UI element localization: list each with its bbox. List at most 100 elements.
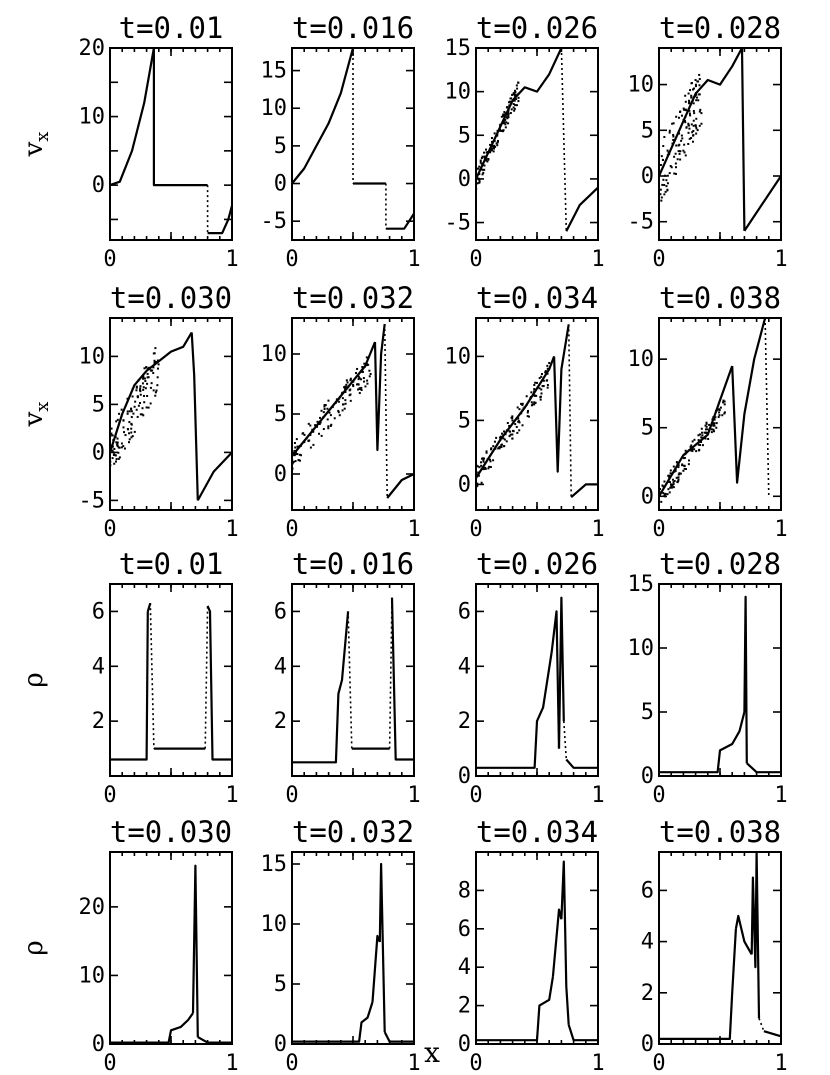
data-point: [692, 124, 695, 127]
data-point: [691, 450, 694, 453]
data-point: [704, 428, 707, 431]
panel-title: t=0.034: [476, 815, 598, 849]
panel-9: t=0.01 0 1 2 4 6 ρ: [19, 547, 239, 808]
data-point: [673, 155, 676, 158]
y-tick-label: 5: [274, 972, 287, 997]
data-point: [502, 129, 505, 132]
data-point: [144, 387, 147, 390]
data-point: [717, 408, 720, 411]
data-point: [360, 378, 363, 381]
data-point: [535, 394, 538, 397]
data-point: [531, 403, 534, 406]
series-line: [110, 1012, 194, 1044]
data-point: [312, 430, 315, 433]
data-point: [692, 140, 695, 143]
y-tick-label: 2: [641, 981, 654, 1006]
data-point: [135, 389, 138, 392]
data-point: [687, 131, 690, 134]
data-point: [513, 89, 516, 92]
data-point: [534, 402, 537, 405]
y-tick-label: 2: [274, 709, 287, 734]
data-point: [517, 100, 520, 103]
data-point: [707, 437, 710, 440]
data-point: [326, 418, 329, 421]
series-line: [567, 1024, 598, 1042]
data-point: [528, 415, 531, 418]
plot-frame: [658, 583, 782, 777]
y-tick-label: 4: [274, 654, 287, 679]
data-point: [671, 483, 674, 486]
data-point: [684, 449, 687, 452]
data-point: [542, 379, 545, 382]
series-line: [383, 323, 388, 499]
plot-frame: [475, 583, 599, 777]
y-tick-label: 6: [458, 599, 471, 624]
data-point: [295, 453, 298, 456]
x-tick-label: 0: [652, 517, 665, 542]
data-point: [146, 382, 149, 385]
data-point: [344, 385, 347, 388]
data-point: [116, 437, 119, 440]
y-axis-label: vx: [19, 132, 53, 158]
data-point: [117, 446, 120, 449]
data-point: [482, 171, 485, 174]
data-point: [117, 451, 120, 454]
data-point: [483, 164, 486, 167]
data-point: [534, 381, 537, 384]
x-tick-label: 1: [774, 783, 787, 808]
data-point: [669, 472, 672, 475]
data-point: [681, 463, 684, 466]
data-point: [124, 434, 127, 437]
data-point: [662, 492, 665, 495]
data-point: [368, 369, 371, 372]
data-point: [128, 432, 131, 435]
data-point: [516, 431, 519, 434]
plot-frame: [291, 851, 415, 1045]
data-point: [515, 425, 518, 428]
data-point: [705, 421, 708, 424]
x-tick-label: 0: [469, 783, 482, 808]
data-point: [318, 422, 321, 425]
data-point: [675, 461, 678, 464]
data-point: [294, 460, 297, 463]
y-tick-label: 15: [445, 36, 472, 61]
series-line: [551, 908, 563, 977]
data-point: [511, 419, 514, 422]
data-point: [138, 402, 141, 405]
data-point: [488, 465, 491, 468]
data-point: [309, 446, 312, 449]
data-point: [507, 116, 510, 119]
y-tick-label: -5: [261, 209, 288, 234]
data-point: [663, 135, 666, 138]
data-point: [688, 459, 691, 462]
data-point: [509, 433, 512, 436]
data-point: [500, 129, 503, 132]
data-point: [677, 116, 680, 119]
data-point: [697, 439, 700, 442]
data-point: [357, 375, 360, 378]
data-point: [679, 111, 682, 114]
data-point: [662, 145, 665, 148]
data-point: [150, 382, 153, 385]
data-point: [356, 383, 359, 386]
series-line: [385, 213, 415, 230]
data-point: [718, 411, 721, 414]
y-tick-label: 0: [92, 440, 105, 465]
data-point: [697, 99, 700, 102]
data-point: [318, 432, 321, 435]
data-point: [333, 417, 336, 420]
data-point: [518, 408, 521, 411]
data-point: [498, 129, 501, 132]
data-point: [367, 363, 370, 366]
y-tick-label: 6: [641, 878, 654, 903]
y-tick-label: 2: [458, 994, 471, 1019]
series-line: [746, 762, 781, 774]
data-point: [337, 400, 340, 403]
data-point: [497, 447, 500, 450]
data-point: [545, 379, 548, 382]
y-tick-label: 10: [628, 636, 655, 661]
data-point: [475, 168, 478, 171]
data-point: [517, 96, 520, 99]
data-point: [521, 424, 524, 427]
data-point: [486, 160, 489, 163]
